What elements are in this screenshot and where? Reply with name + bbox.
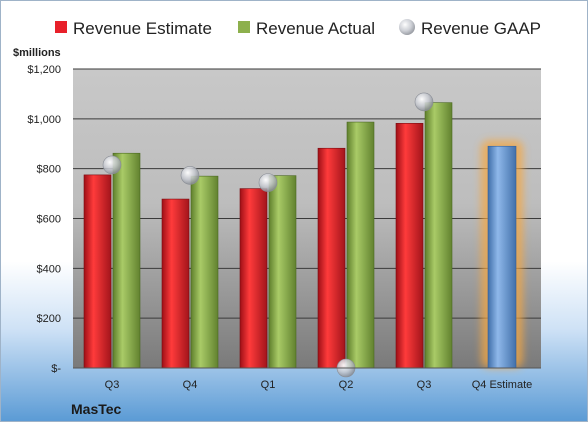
legend-item-revenue-gaap: Revenue GAAP xyxy=(399,19,541,38)
gaap-markers xyxy=(102,92,434,378)
legend-label-revenue-actual: Revenue Actual xyxy=(256,19,375,38)
marker-revenue-gaap xyxy=(102,155,122,175)
x-tick-label: Q2 xyxy=(339,379,354,391)
bar-revenue-actual xyxy=(346,121,375,369)
marker-revenue-gaap xyxy=(180,166,200,185)
legend-label-revenue-gaap: Revenue GAAP xyxy=(421,19,541,38)
legend-swatch-revenue-gaap xyxy=(399,19,415,35)
bar-revenue-estimate xyxy=(161,198,190,369)
y-tick-label: $400 xyxy=(37,263,61,275)
x-tick-label: Q1 xyxy=(261,379,276,391)
gridlines xyxy=(73,68,541,319)
legend-label-revenue-estimate: Revenue Estimate xyxy=(73,19,212,38)
bar-revenue-actual xyxy=(268,175,297,369)
marker-revenue-gaap xyxy=(414,92,434,112)
bar-revenue-actual xyxy=(424,102,453,369)
bar-revenue-actual xyxy=(112,152,141,369)
bar-q4-estimate xyxy=(487,145,517,369)
y-tick-label: $- xyxy=(51,363,61,375)
legend-item-revenue-estimate: Revenue Estimate xyxy=(55,19,212,38)
legend-swatch-revenue-actual xyxy=(238,21,250,33)
y-tick-label: $200 xyxy=(37,313,61,325)
marker-revenue-gaap xyxy=(258,173,278,192)
x-tick-label: Q4 Estimate xyxy=(472,379,533,391)
y-tick-label: $1,200 xyxy=(27,64,61,76)
company-name: MasTec xyxy=(71,401,122,417)
bar-revenue-estimate xyxy=(83,174,112,369)
y-axis-unit-label: $millions xyxy=(13,47,61,59)
bar-revenue-actual xyxy=(190,175,219,369)
bar-revenue-estimate xyxy=(317,147,346,369)
y-axis-ticks: $- $200 $400 $600 $800 $1,000 $1,200 xyxy=(27,64,61,375)
legend-swatch-revenue-estimate xyxy=(55,21,67,33)
x-tick-label: Q4 xyxy=(183,379,198,391)
x-tick-label: Q3 xyxy=(105,379,120,391)
bar-revenue-estimate xyxy=(395,123,424,369)
legend: Revenue Estimate Revenue Actual Revenue … xyxy=(55,19,541,38)
bar-revenue-estimate xyxy=(239,188,268,369)
y-tick-label: $1,000 xyxy=(27,114,61,126)
x-tick-label: Q3 xyxy=(417,379,432,391)
y-tick-label: $800 xyxy=(37,164,61,176)
legend-item-revenue-actual: Revenue Actual xyxy=(238,19,375,38)
x-axis-ticks: Q3 Q4 Q1 Q2 Q3 Q4 Estimate xyxy=(105,379,533,391)
bars xyxy=(83,102,523,369)
y-tick-label: $600 xyxy=(37,214,61,226)
